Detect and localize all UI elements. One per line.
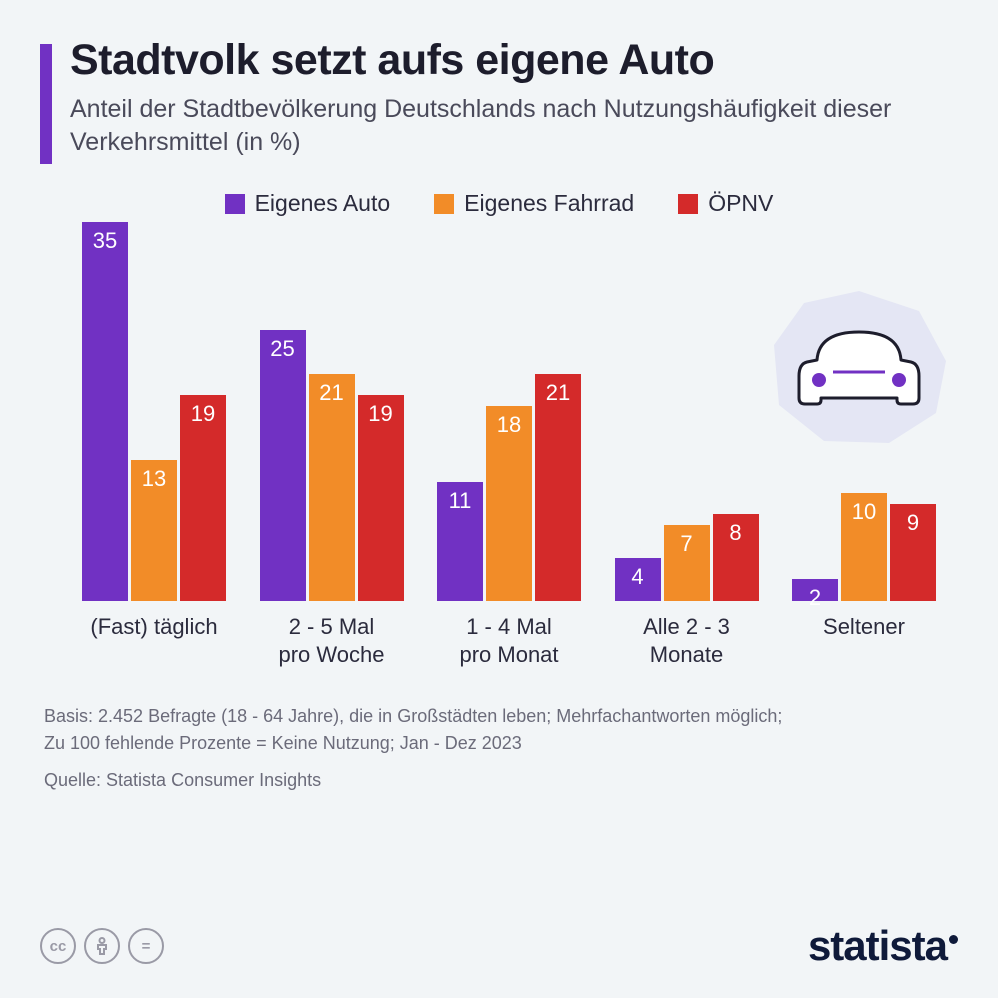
cc-icon: cc [40, 928, 76, 964]
by-icon [84, 928, 120, 964]
bars: 252119 [260, 211, 404, 601]
bar-group: 478 Alle 2 - 3Monate [603, 211, 771, 669]
footnote-line: Zu 100 fehlende Prozente = Keine Nutzung… [44, 730, 958, 757]
bar: 2 [792, 579, 838, 601]
brand-dot-icon [949, 935, 958, 944]
bars: 111821 [437, 211, 581, 601]
chart-title: Stadtvolk setzt aufs eigene Auto [70, 38, 958, 83]
bar-group: 111821 1 - 4 Malpro Monat [425, 211, 593, 669]
brand-text: statista [808, 922, 947, 970]
group-label: 2 - 5 Malpro Woche [279, 613, 385, 669]
group-label: Seltener [823, 613, 905, 669]
bar: 35 [82, 222, 128, 601]
chart-area: 351319(Fast) täglich2521192 - 5 Malpro W… [70, 229, 948, 669]
footnote: Basis: 2.452 Befragte (18 - 64 Jahre), d… [44, 703, 958, 794]
accent-bar [40, 44, 52, 164]
bars: 478 [615, 211, 759, 601]
bar: 21 [535, 374, 581, 602]
car-icon [764, 283, 954, 453]
bar-group: 252119 2 - 5 Malpro Woche [248, 211, 416, 669]
bars: 351319 [82, 211, 226, 601]
group-label: 1 - 4 Malpro Monat [459, 613, 558, 669]
title-block: Stadtvolk setzt aufs eigene Auto Anteil … [70, 38, 958, 158]
bar: 13 [131, 460, 177, 601]
bar: 4 [615, 558, 661, 601]
group-label: Alle 2 - 3Monate [643, 613, 730, 669]
bar-group: 351319 (Fast) täglich [70, 211, 238, 669]
brand-logo: statista [808, 922, 958, 970]
bar: 9 [890, 504, 936, 602]
bar: 18 [486, 406, 532, 601]
bar: 25 [260, 330, 306, 601]
footnote-line: Basis: 2.452 Befragte (18 - 64 Jahre), d… [44, 703, 958, 730]
header: Stadtvolk setzt aufs eigene Auto Anteil … [40, 38, 958, 164]
bar: 8 [713, 514, 759, 601]
bar: 11 [437, 482, 483, 601]
bar: 19 [358, 395, 404, 601]
bar: 21 [309, 374, 355, 602]
bar: 7 [664, 525, 710, 601]
footer: cc = statista [40, 922, 958, 970]
bar: 10 [841, 493, 887, 601]
nd-icon: = [128, 928, 164, 964]
bar: 19 [180, 395, 226, 601]
chart-subtitle: Anteil der Stadtbevölkerung Deutschlands… [70, 93, 958, 158]
license-icons: cc = [40, 928, 164, 964]
source-line: Quelle: Statista Consumer Insights [44, 767, 958, 794]
group-label: (Fast) täglich [90, 613, 217, 669]
